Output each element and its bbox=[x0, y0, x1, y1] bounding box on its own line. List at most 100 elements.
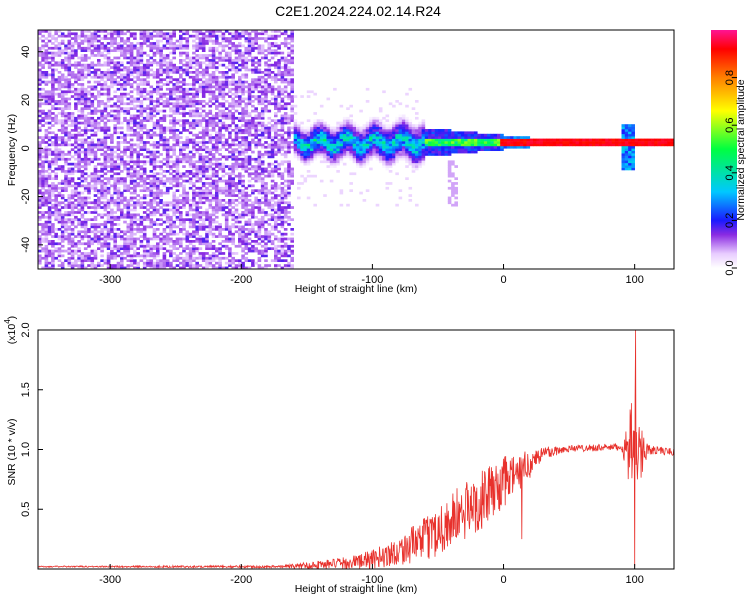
heatmap-cell bbox=[83, 95, 88, 98]
heatmap-cell bbox=[238, 174, 242, 178]
heatmap-cell bbox=[234, 68, 239, 72]
heatmap-cell bbox=[116, 203, 121, 207]
heatmap-cell bbox=[38, 150, 42, 154]
heatmap-cell bbox=[93, 119, 98, 123]
heatmap-cell bbox=[44, 230, 49, 234]
heatmap-cell bbox=[129, 240, 134, 243]
heatmap-cell bbox=[234, 32, 239, 36]
heatmap-cell bbox=[231, 150, 235, 154]
heatmap-cell bbox=[44, 37, 49, 40]
heatmap-cell bbox=[165, 261, 170, 265]
heatmap-cell bbox=[290, 167, 294, 171]
heatmap-cell bbox=[192, 126, 196, 130]
heatmap-cell bbox=[165, 186, 170, 190]
heatmap-cell bbox=[41, 162, 45, 166]
heatmap-cell bbox=[264, 191, 268, 195]
heatmap-cell bbox=[280, 116, 285, 120]
heatmap-cell bbox=[182, 249, 186, 253]
heatmap-cell bbox=[136, 51, 140, 55]
heatmap-cell bbox=[106, 165, 111, 168]
heatmap-cell bbox=[97, 261, 101, 265]
heatmap-cell bbox=[218, 102, 222, 106]
heatmap-cell bbox=[54, 39, 58, 43]
heatmap-cell bbox=[205, 78, 209, 82]
heatmap-cell bbox=[136, 83, 140, 86]
heatmap-cell bbox=[156, 184, 160, 188]
heatmap-cell bbox=[287, 145, 291, 149]
heatmap-cell bbox=[244, 256, 249, 260]
heatmap-cell bbox=[162, 63, 167, 67]
heatmap-cell bbox=[41, 148, 45, 152]
heatmap-cell bbox=[257, 252, 262, 255]
heatmap-cell bbox=[38, 126, 42, 130]
heatmap-cell bbox=[51, 46, 55, 50]
heatmap-cell bbox=[165, 97, 170, 101]
heatmap-cell bbox=[70, 242, 75, 246]
heatmap-cell bbox=[139, 104, 144, 108]
heatmap-cell bbox=[270, 148, 275, 152]
heatmap-cell bbox=[74, 80, 78, 84]
heatmap-cell bbox=[74, 87, 78, 91]
heatmap-cell bbox=[74, 104, 78, 108]
heatmap-cell bbox=[172, 136, 176, 139]
heatmap-cell bbox=[110, 61, 114, 65]
heatmap-cell bbox=[162, 203, 167, 207]
heatmap-cell bbox=[113, 42, 117, 45]
heatmap-cell bbox=[195, 208, 199, 212]
heatmap-cell bbox=[113, 235, 117, 238]
heatmap-cell bbox=[201, 133, 206, 137]
heatmap-cell bbox=[103, 155, 108, 159]
heatmap-cell bbox=[110, 184, 114, 188]
heatmap-cell bbox=[277, 259, 281, 263]
heatmap-cell bbox=[195, 42, 199, 45]
heatmap-cell bbox=[257, 199, 262, 202]
heatmap-cell bbox=[244, 124, 249, 127]
heatmap-cell bbox=[224, 92, 229, 96]
heatmap-cell bbox=[257, 167, 262, 171]
heatmap-cell bbox=[60, 157, 65, 161]
heatmap-cell bbox=[139, 32, 144, 36]
heatmap-cell bbox=[44, 256, 49, 260]
heatmap-cell bbox=[241, 124, 245, 127]
heatmap-cell bbox=[238, 112, 242, 115]
heatmap-cell bbox=[195, 143, 199, 147]
heatmap-cell bbox=[136, 75, 140, 79]
heatmap-cell bbox=[90, 129, 95, 132]
heatmap-cell bbox=[110, 104, 114, 108]
heatmap-cell bbox=[120, 51, 124, 55]
heatmap-cell bbox=[205, 148, 209, 152]
heatmap-cell bbox=[38, 242, 42, 246]
heatmap-cell bbox=[57, 247, 62, 251]
heatmap-cell bbox=[110, 59, 114, 62]
heatmap-cell bbox=[165, 138, 170, 142]
heatmap-cell bbox=[136, 218, 140, 222]
heatmap-cell bbox=[165, 32, 170, 36]
heatmap-cell bbox=[182, 223, 186, 226]
heatmap-cell bbox=[270, 90, 275, 94]
heatmap-cell bbox=[159, 237, 163, 241]
heatmap-cell bbox=[103, 104, 108, 108]
heatmap-cell bbox=[67, 107, 72, 111]
heatmap-cell bbox=[129, 203, 134, 207]
heatmap-cell bbox=[129, 138, 134, 142]
heatmap-cell bbox=[201, 54, 206, 57]
heatmap-cell bbox=[195, 54, 199, 57]
heatmap-cell bbox=[277, 211, 281, 214]
heatmap-cell bbox=[126, 162, 131, 166]
heatmap-cell bbox=[129, 228, 134, 231]
heatmap-cell bbox=[165, 56, 170, 60]
heatmap-cell bbox=[60, 218, 65, 222]
heatmap-cell bbox=[175, 39, 180, 43]
heatmap-cell bbox=[175, 109, 180, 113]
heatmap-cell bbox=[283, 244, 288, 248]
heatmap-cell bbox=[182, 191, 186, 195]
heatmap-cell bbox=[241, 112, 245, 115]
heatmap-cell bbox=[41, 182, 45, 185]
heatmap-cell bbox=[152, 121, 157, 125]
heatmap-cell bbox=[241, 242, 245, 246]
heatmap-cell bbox=[224, 211, 229, 214]
heatmap-cell bbox=[205, 34, 209, 38]
heatmap-cell bbox=[149, 218, 154, 222]
heatmap-cell bbox=[83, 167, 88, 171]
heatmap-cell bbox=[70, 179, 75, 183]
